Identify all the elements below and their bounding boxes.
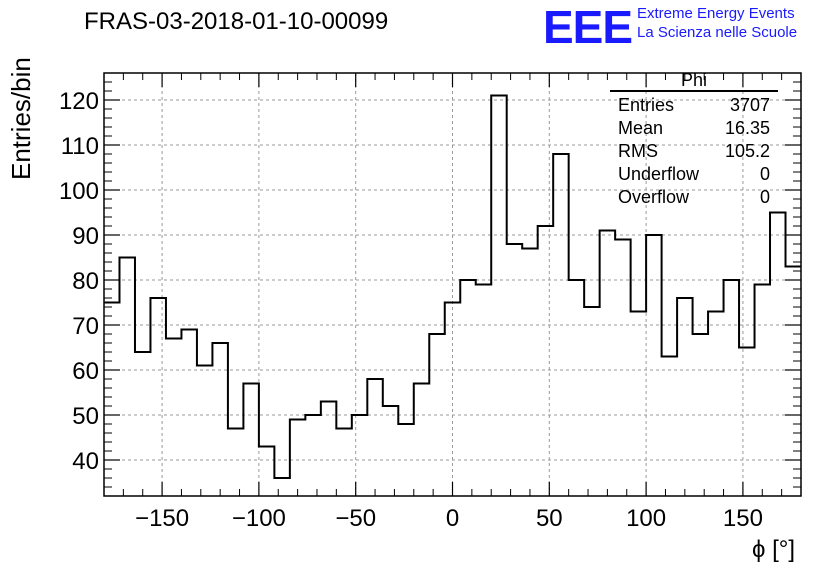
stats-box: Phi Entries 3707 Mean 16.35 RMS 105.2 Un…	[610, 70, 778, 209]
stats-row-overflow: Overflow 0	[610, 186, 778, 209]
stats-title: Phi	[610, 70, 778, 92]
y-tick-label: 40	[72, 448, 99, 475]
stats-label: Mean	[618, 118, 664, 138]
stats-row-mean: Mean 16.35	[610, 117, 778, 140]
axes	[103, 72, 802, 497]
stats-label: Entries	[618, 95, 675, 115]
x-tick-label: 150	[723, 505, 763, 532]
stats-label: Overflow	[618, 187, 690, 207]
stats-value: 0	[759, 164, 770, 184]
logo-caption: Extreme Energy Events La Scienza nelle S…	[637, 4, 797, 42]
logo-caption-line1: Extreme Energy Events	[637, 5, 795, 22]
eee-logo: EEE	[543, 1, 633, 53]
stats-value: 16.35	[724, 118, 770, 138]
tick-labels: −150 −100 −50 0 50 100 150 40 50 60 70 80 90 100 110 12…	[59, 88, 763, 532]
y-tick-label: 50	[72, 403, 99, 430]
y-tick-label: 110	[61, 133, 99, 160]
x-tick-label: 50	[536, 505, 563, 532]
histogram-series	[104, 94, 801, 479]
stats-label: RMS	[618, 141, 658, 161]
chart-title: FRAS-03-2018-01-10-00099	[84, 8, 389, 35]
y-tick-label: 90	[72, 223, 99, 250]
x-tick-label: −50	[335, 505, 376, 532]
histogram-line	[104, 94, 801, 479]
y-tick-label: 100	[59, 178, 99, 205]
x-tick-label: 100	[626, 505, 666, 532]
y-axis-label: Entries/bin	[6, 57, 36, 180]
x-tick-label: −100	[232, 505, 286, 532]
x-axis-label: ϕ [°]	[752, 536, 796, 563]
x-tick-label: 0	[446, 505, 459, 532]
y-tick-label: 80	[72, 268, 99, 295]
x-tick-label: −150	[135, 505, 189, 532]
y-tick-label: 120	[59, 88, 99, 115]
y-tick-label: 60	[72, 358, 99, 385]
logo-caption-line2: La Scienza nelle Scuole	[637, 24, 798, 41]
stats-row-rms: RMS 105.2	[610, 140, 778, 163]
stats-value: 105.2	[724, 141, 770, 161]
stats-value: 3707	[729, 95, 770, 115]
y-tick-label: 70	[72, 313, 99, 340]
stats-row-underflow: Underflow 0	[610, 163, 778, 186]
stats-value: 0	[759, 187, 770, 207]
grid-lines	[104, 73, 801, 496]
stats-row-entries: Entries 3707	[610, 94, 778, 117]
stats-label: Underflow	[618, 164, 700, 184]
